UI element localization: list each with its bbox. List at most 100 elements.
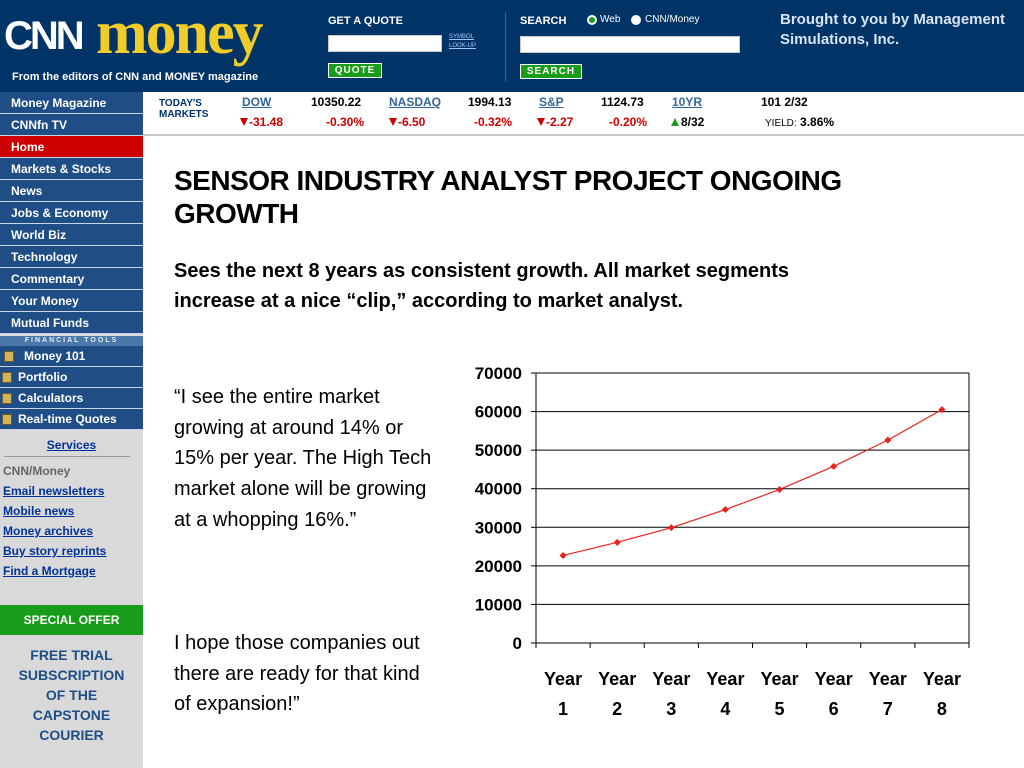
tool-realtime-quotes-label: Real-time Quotes [18,412,117,426]
data-point [559,551,567,559]
quotes-icon [2,414,12,425]
market-nasdaq-value: 1994.13 [468,95,512,109]
tool-realtime-quotes[interactable]: Real-time Quotes [0,409,143,430]
market-dow-change: -31.48 [240,115,283,129]
nav-news[interactable]: News [0,180,143,202]
x-tick-label: Year 3 [652,669,690,719]
search-input[interactable] [520,36,740,53]
market-nasdaq-change: -6.50 [389,115,425,129]
market-10yr-change: 8/32 [671,115,704,129]
search-web-radio[interactable] [587,15,597,25]
market-nasdaq-link[interactable]: NASDAQ [389,95,442,109]
data-point [776,485,784,493]
logo-money-text: money [96,0,264,67]
symbol-lookup-link-line1[interactable]: SYMBOL [449,34,475,40]
nav-technology[interactable]: Technology [0,246,143,268]
nav-markets-stocks[interactable]: Markets & Stocks [0,158,143,180]
link-money-archives[interactable]: Money archives [3,524,94,538]
article-closing-text: I hope those companies out there are rea… [174,632,420,716]
free-trial-promo[interactable]: FREE TRIAL SUBSCRIPTION OF THE CAPSTONE … [0,645,143,745]
calculator-icon [2,393,12,404]
x-tick-label: Year 4 [706,669,744,719]
y-tick-label: 30000 [475,518,522,537]
y-tick-label: 50000 [475,441,522,460]
sponsor-text: Brought to you by Management Simulations… [780,11,1005,48]
x-tick-label: Year 6 [815,669,853,719]
tool-portfolio-label: Portfolio [18,370,68,384]
site-header: CNN money From the editors of CNN and MO… [0,0,1024,92]
x-tick-label: Year 8 [923,669,961,719]
market-nasdaq-change-text: -6.50 [398,115,426,129]
todays-markets-label: TODAY'S MARKETS [159,98,208,120]
market-dow-pct: -0.30% [326,115,365,129]
article-quote: “I see the entire market growing at arou… [174,386,432,531]
tool-portfolio[interactable]: Portfolio [0,367,143,388]
market-dow-change-text: -31.48 [249,115,284,129]
market-sp-change-text: -2.27 [546,115,574,129]
tool-money-101[interactable]: Money 101 [0,346,143,367]
trial-line-1: FREE TRIAL [30,647,113,663]
x-tick-label: Year 5 [761,669,799,719]
y-tick-label: 40000 [475,480,522,499]
market-dow-value: 10350.22 [311,95,362,109]
y-tick-label: 20000 [475,557,522,576]
y-tick-label: 60000 [475,403,522,422]
market-sp-pct: -0.20% [609,115,648,129]
x-tick-label: Year 1 [544,669,582,719]
nav-world-biz[interactable]: World Biz [0,224,143,246]
x-tick-label: Year 7 [869,669,907,719]
nav-commentary[interactable]: Commentary [0,268,143,290]
y-tick-label: 10000 [475,595,522,614]
y-tick-label: 0 [513,634,522,653]
market-yield: YIELD: 3.86% [765,115,834,129]
data-point [613,538,621,546]
market-dow-link[interactable]: DOW [242,95,272,109]
search-label: SEARCH [520,15,567,27]
cnnmoney-logo[interactable]: CNN money [4,0,304,70]
search-button[interactable]: SEARCH [520,64,582,79]
article-headline: SENSOR INDUSTRY ANALYST PROJECT ONGOING … [174,165,842,229]
y-tick-label: 70000 [475,364,522,383]
market-sp-change: -2.27 [537,115,573,129]
market-sp-value: 1124.73 [601,95,644,109]
data-point [938,406,946,414]
market-10yr-link[interactable]: 10YR [672,95,703,109]
down-arrow-icon [537,118,545,126]
market-ticker-bar: TODAY'S MARKETS DOW 10350.22 -31.48 -0.3… [143,92,1024,136]
market-nasdaq-pct: -0.32% [474,115,513,129]
down-arrow-icon [389,118,397,126]
search-cnnmoney-radio[interactable] [631,15,641,25]
services-link[interactable]: Services [46,438,97,452]
data-point [830,462,838,470]
tool-calculators[interactable]: Calculators [0,388,143,409]
chart-svg: 0 10000 20000 30000 40000 50000 60000 70000 Year… [475,364,970,719]
growth-line-chart: 0 10000 20000 30000 40000 50000 60000 70000 Year… [440,356,1024,768]
market-sp-link[interactable]: S&P [539,95,564,109]
todays-label: TODAY'S [159,98,202,109]
special-offer-banner[interactable]: SPECIAL OFFER [0,605,143,635]
nav-cnnfn-tv[interactable]: CNNfn TV [0,114,143,136]
trial-line-2: SUBSCRIPTION [18,667,125,683]
trial-line-5: COURIER [39,727,104,743]
link-buy-story-reprints[interactable]: Buy story reprints [3,544,107,558]
nav-your-money[interactable]: Your Money [0,290,143,312]
tagline: From the editors of CNN and MONEY magazi… [12,71,259,83]
link-mobile-news[interactable]: Mobile news [3,504,75,518]
link-find-a-mortgage[interactable]: Find a Mortgage [3,564,96,578]
folder-icon [2,372,12,383]
data-point [884,436,892,444]
yield-label: YIELD: [765,118,797,129]
search-cnnmoney-label: CNN/Money [645,14,700,25]
link-email-newsletters[interactable]: Email newsletters [3,484,105,498]
quote-button[interactable]: QUOTE [328,63,382,78]
left-sidebar: Money Magazine CNNfn TV Home Markets & S… [0,92,143,768]
quote-symbol-input[interactable] [328,35,442,52]
down-arrow-icon [240,118,248,126]
nav-mutual-funds[interactable]: Mutual Funds [0,312,143,334]
tool-calculators-label: Calculators [18,391,84,405]
symbol-lookup-link-line2[interactable]: LOOK-UP [449,43,477,49]
nav-jobs-economy[interactable]: Jobs & Economy [0,202,143,224]
data-point [667,524,675,532]
nav-money-magazine[interactable]: Money Magazine [0,92,143,114]
nav-home[interactable]: Home [0,136,143,158]
